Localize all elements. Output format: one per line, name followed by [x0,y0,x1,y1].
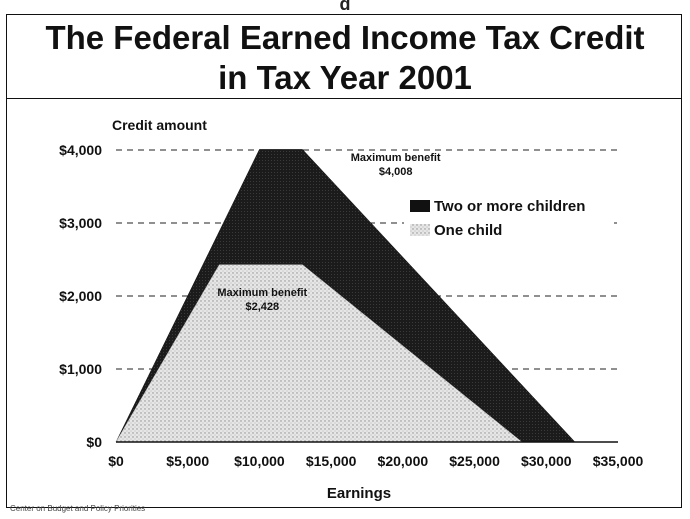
x-tick-label-6: $30,000 [521,453,572,469]
legend-swatch-0 [410,200,430,212]
legend-label-1: One child [434,222,502,239]
x-axis-label: Earnings [327,485,391,502]
annotation-value-0: $4,008 [379,166,413,178]
x-tick-label-0: $0 [108,453,124,469]
clipped-top-text: g [339,0,351,10]
x-tick-label-7: $35,000 [593,453,644,469]
source-credit: Center on Budget and Policy Priorities [10,504,146,513]
x-tick-label-2: $10,000 [234,453,285,469]
x-tick-label-5: $25,000 [449,453,500,469]
title-divider [6,98,682,99]
y-tick-label-4: $4,000 [59,142,102,158]
x-tick-label-1: $5,000 [166,453,209,469]
annotation-value-1: $2,428 [245,301,279,313]
x-tick-label-4: $20,000 [378,453,429,469]
legend-box [404,192,614,242]
slide-frame [6,14,682,508]
chart-title-line-1: The Federal Earned Income Tax Credit [45,19,645,56]
y-tick-label-0: $0 [86,434,102,450]
y-tick-label-2: $2,000 [59,288,102,304]
chart-title: The Federal Earned Income Tax Credit in … [0,18,690,98]
x-tick-label-3: $15,000 [306,453,357,469]
chart-title-line-2: in Tax Year 2001 [218,59,472,96]
y-tick-label-3: $3,000 [59,215,102,231]
legend-swatch-1 [410,224,430,236]
legend-label-0: Two or more children [434,198,585,215]
annotation-label-0: Maximum benefit [351,152,441,164]
annotation-label-1: Maximum benefit [217,287,307,299]
y-tick-label-1: $1,000 [59,361,102,377]
y-axis-label: Credit amount [112,117,207,133]
